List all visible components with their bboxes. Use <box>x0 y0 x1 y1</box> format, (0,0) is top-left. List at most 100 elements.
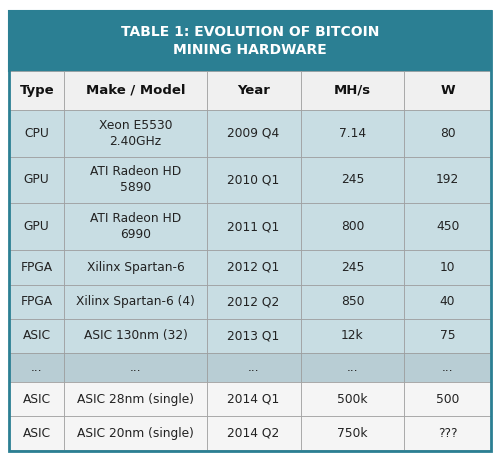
Bar <box>300 110 404 157</box>
Bar <box>206 416 300 450</box>
Bar <box>404 285 491 319</box>
Text: FPGA: FPGA <box>20 261 53 274</box>
Bar <box>300 382 404 416</box>
Text: FPGA: FPGA <box>20 295 53 308</box>
Bar <box>9 353 64 382</box>
Bar <box>404 319 491 353</box>
Bar <box>206 382 300 416</box>
Bar <box>64 319 206 353</box>
Bar <box>300 203 404 250</box>
Bar <box>9 285 64 319</box>
Text: Type: Type <box>20 84 54 97</box>
Bar <box>9 250 64 285</box>
Text: GPU: GPU <box>24 174 50 186</box>
Bar <box>206 285 300 319</box>
Text: ASIC 28nm (single): ASIC 28nm (single) <box>77 393 194 406</box>
Bar <box>404 382 491 416</box>
Text: ATI Radeon HD
6990: ATI Radeon HD 6990 <box>90 213 181 241</box>
Text: ...: ... <box>442 361 454 374</box>
Bar <box>9 157 64 203</box>
Text: MH/s: MH/s <box>334 84 371 97</box>
Bar <box>64 382 206 416</box>
Bar <box>9 110 64 157</box>
Text: ASIC: ASIC <box>22 427 51 440</box>
Text: Year: Year <box>237 84 270 97</box>
Text: 750k: 750k <box>337 427 368 440</box>
Text: 75: 75 <box>440 329 456 342</box>
Bar <box>404 157 491 203</box>
Bar <box>9 416 64 450</box>
Bar <box>64 250 206 285</box>
Bar <box>64 203 206 250</box>
Text: 2010 Q1: 2010 Q1 <box>228 174 280 186</box>
Text: 2011 Q1: 2011 Q1 <box>228 220 280 233</box>
Bar <box>206 353 300 382</box>
Text: 850: 850 <box>340 295 364 308</box>
Bar <box>300 157 404 203</box>
Bar <box>206 110 300 157</box>
Text: ASIC 130nm (32): ASIC 130nm (32) <box>84 329 188 342</box>
Bar <box>300 353 404 382</box>
Bar <box>64 416 206 450</box>
Text: 800: 800 <box>340 220 364 233</box>
Bar <box>404 416 491 450</box>
Bar <box>64 71 206 110</box>
Bar <box>300 285 404 319</box>
Text: 245: 245 <box>340 174 364 186</box>
Bar <box>404 250 491 285</box>
Bar <box>9 71 64 110</box>
Bar <box>9 319 64 353</box>
Text: W: W <box>440 84 455 97</box>
Text: ...: ... <box>346 361 358 374</box>
Bar <box>300 71 404 110</box>
Text: TABLE 1: EVOLUTION OF BITCOIN
MINING HARDWARE: TABLE 1: EVOLUTION OF BITCOIN MINING HAR… <box>121 25 379 57</box>
Bar <box>206 319 300 353</box>
Bar <box>9 203 64 250</box>
Text: 500: 500 <box>436 393 460 406</box>
Text: 80: 80 <box>440 127 456 140</box>
Bar <box>64 110 206 157</box>
Text: ASIC 20nm (single): ASIC 20nm (single) <box>77 427 194 440</box>
Text: 450: 450 <box>436 220 460 233</box>
Bar <box>206 71 300 110</box>
Text: 245: 245 <box>340 261 364 274</box>
Bar <box>64 353 206 382</box>
Text: 2014 Q1: 2014 Q1 <box>228 393 280 406</box>
Text: 2009 Q4: 2009 Q4 <box>228 127 280 140</box>
Text: Make / Model: Make / Model <box>86 84 186 97</box>
Text: 192: 192 <box>436 174 459 186</box>
Text: ...: ... <box>248 361 260 374</box>
Text: 7.14: 7.14 <box>339 127 366 140</box>
Text: 2012 Q2: 2012 Q2 <box>228 295 280 308</box>
Bar <box>9 11 491 71</box>
Text: 2013 Q1: 2013 Q1 <box>228 329 280 342</box>
Text: 10: 10 <box>440 261 456 274</box>
Text: ASIC: ASIC <box>22 329 51 342</box>
Text: ...: ... <box>130 361 141 374</box>
Bar <box>206 250 300 285</box>
Bar <box>64 157 206 203</box>
Text: ATI Radeon HD
5890: ATI Radeon HD 5890 <box>90 166 181 195</box>
Text: 2014 Q2: 2014 Q2 <box>228 427 280 440</box>
Text: ...: ... <box>31 361 42 374</box>
Text: 2012 Q1: 2012 Q1 <box>228 261 280 274</box>
Text: 500k: 500k <box>337 393 368 406</box>
Bar <box>404 71 491 110</box>
Text: ???: ??? <box>438 427 458 440</box>
Bar <box>206 157 300 203</box>
Bar <box>404 353 491 382</box>
Bar <box>9 382 64 416</box>
Bar <box>404 203 491 250</box>
Text: CPU: CPU <box>24 127 49 140</box>
Text: Xilinx Spartan-6: Xilinx Spartan-6 <box>86 261 184 274</box>
Text: ASIC: ASIC <box>22 393 51 406</box>
Text: GPU: GPU <box>24 220 50 233</box>
Text: 40: 40 <box>440 295 456 308</box>
Bar <box>64 285 206 319</box>
Text: Xilinx Spartan-6 (4): Xilinx Spartan-6 (4) <box>76 295 195 308</box>
Text: 12k: 12k <box>341 329 363 342</box>
Bar <box>300 319 404 353</box>
Bar <box>300 250 404 285</box>
Text: Xeon E5530
2.40GHz: Xeon E5530 2.40GHz <box>99 118 172 148</box>
Bar <box>404 110 491 157</box>
